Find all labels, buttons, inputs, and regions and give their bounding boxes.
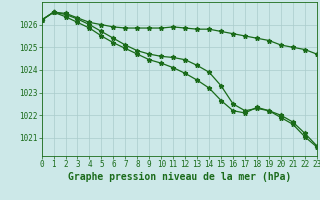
X-axis label: Graphe pression niveau de la mer (hPa): Graphe pression niveau de la mer (hPa)	[68, 172, 291, 182]
